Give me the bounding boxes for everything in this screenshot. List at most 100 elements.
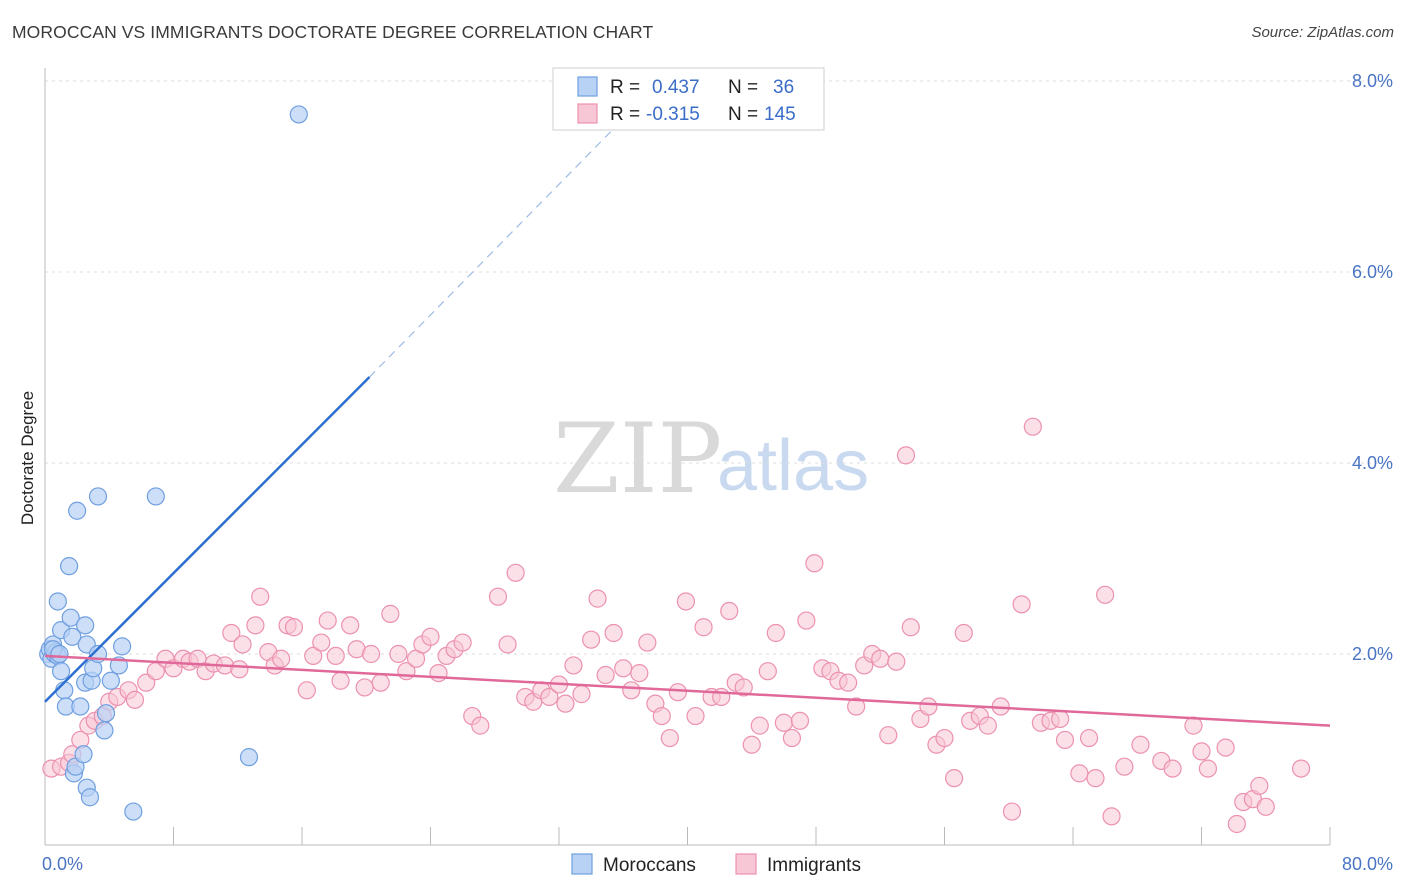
- legend-r-value-2: -0.315: [646, 104, 700, 125]
- immigrants-point-134: [1192, 742, 1211, 761]
- immigrants-point-112: [954, 623, 973, 643]
- immigrants-point-23: [230, 660, 249, 679]
- immigrants-point-129: [1115, 757, 1134, 776]
- moroccans-point-36: [124, 802, 143, 821]
- immigrants-point-34: [312, 633, 331, 652]
- immigrants-point-135: [1198, 759, 1218, 778]
- legend-n-label-1: N =: [728, 77, 758, 98]
- immigrants-point-86: [742, 735, 761, 754]
- immigrants-point-128: [1102, 807, 1121, 826]
- immigrants-point-137: [1227, 814, 1246, 834]
- legend-n-label-2: N =: [728, 104, 758, 125]
- y-tick-label-1: 4.0%: [1352, 453, 1393, 473]
- immigrants-point-91: [782, 728, 802, 748]
- immigrants-point-65: [572, 685, 591, 704]
- immigrants-point-130: [1131, 735, 1150, 754]
- moroccans-point-10: [55, 681, 74, 700]
- immigrants-point-31: [284, 618, 304, 637]
- immigrants-point-77: [668, 683, 687, 702]
- immigrants-point-79: [686, 706, 705, 726]
- immigrants-point-115: [978, 716, 997, 735]
- immigrants-point-127: [1096, 585, 1115, 604]
- series-legend: Moroccans Immigrants: [571, 853, 861, 876]
- immigrants-point-119: [1023, 417, 1042, 436]
- immigrants-point-90: [774, 713, 793, 732]
- immigrants-point-70: [614, 659, 633, 678]
- y-tick-label-3: 8.0%: [1352, 71, 1393, 91]
- moroccans-point-37: [146, 487, 165, 506]
- immigrants-point-24: [233, 635, 252, 654]
- immigrants-point-80: [694, 618, 713, 637]
- trend-lines: [44, 128, 1331, 727]
- immigrants-point-102: [871, 649, 890, 668]
- y-tick-label-2: 6.0%: [1352, 262, 1393, 282]
- immigrants-point-71: [622, 681, 641, 700]
- immigrants-point-142: [1291, 759, 1311, 778]
- immigrants-point-124: [1070, 764, 1089, 783]
- bottom-legend-swatch-moroccans: [571, 853, 593, 875]
- immigrants-point-93: [797, 611, 816, 630]
- immigrants-point-26: [251, 587, 270, 606]
- bottom-legend-immigrants: Immigrants: [767, 855, 861, 876]
- immigrants-point-78: [676, 592, 695, 611]
- immigrants-point-98: [839, 673, 858, 692]
- immigrants-point-136: [1216, 738, 1235, 757]
- moroccans-point-20: [71, 697, 90, 716]
- immigrants-point-40: [355, 678, 374, 697]
- immigrants-point-49: [429, 663, 448, 683]
- immigrants-trend-line: [44, 654, 1331, 727]
- immigrants-point-132: [1163, 759, 1182, 778]
- immigrants-point-104: [887, 652, 906, 671]
- moroccans-point-33: [101, 671, 120, 690]
- immigrants-point-68: [596, 665, 615, 685]
- moroccans-point-21: [74, 745, 93, 764]
- immigrants-point-83: [720, 601, 739, 621]
- immigrants-point-94: [805, 554, 824, 573]
- immigrants-point-117: [1002, 802, 1022, 821]
- legend-r-value-1: 0.437: [652, 77, 700, 98]
- watermark-atlas: atlas: [717, 426, 869, 506]
- moroccans-point-35: [112, 637, 132, 656]
- immigrants-point-72: [630, 663, 649, 683]
- immigrants-point-108: [919, 697, 938, 716]
- immigrants-point-29: [272, 649, 291, 668]
- gridlines: [45, 80, 1392, 655]
- immigrants-point-55: [488, 587, 508, 606]
- moroccans-point-12: [48, 592, 67, 611]
- immigrants-point-22: [222, 623, 241, 643]
- moroccans-point-9: [51, 662, 71, 681]
- immigrants-point-140: [1250, 776, 1269, 795]
- moroccans-point-29: [88, 487, 108, 506]
- immigrants-point-52: [453, 633, 472, 652]
- tick-labels: 2.0% 4.0% 6.0% 8.0% 0.0% 80.0%: [42, 71, 1393, 874]
- immigrants-point-56: [498, 635, 517, 654]
- legend-r-label-2: R =: [610, 104, 640, 125]
- immigrants-points: [42, 417, 1311, 834]
- immigrants-point-125: [1079, 728, 1099, 748]
- immigrants-point-48: [421, 627, 440, 646]
- immigrants-point-110: [935, 728, 954, 748]
- moroccans-point-14: [59, 557, 79, 576]
- legend-swatch-moroccans: [577, 76, 598, 97]
- legend-r-label-1: R =: [610, 77, 640, 98]
- immigrants-point-118: [1012, 595, 1031, 614]
- immigrants-point-61: [540, 687, 559, 707]
- immigrants-point-103: [879, 726, 898, 745]
- moroccans-point-39: [289, 105, 308, 124]
- moroccans-point-26: [80, 788, 100, 807]
- moroccans-point-38: [239, 748, 259, 767]
- legend-n-value-2: 145: [764, 104, 796, 125]
- moroccans-point-24: [76, 616, 95, 635]
- moroccans-points: [39, 105, 308, 821]
- moroccans-trend-line: [44, 376, 371, 703]
- correlation-legend: R = 0.437 N = 36 R = -0.315 N = 145: [552, 67, 825, 131]
- immigrants-point-67: [588, 589, 607, 608]
- moroccans-point-32: [96, 704, 116, 723]
- bottom-legend-swatch-immigrants: [735, 853, 757, 875]
- immigrants-point-122: [1051, 709, 1070, 729]
- immigrants-point-43: [381, 604, 400, 623]
- immigrants-point-64: [564, 656, 583, 675]
- x-tick-label-1: 80.0%: [1342, 854, 1393, 874]
- immigrants-point-106: [901, 618, 920, 637]
- immigrants-point-75: [652, 706, 671, 726]
